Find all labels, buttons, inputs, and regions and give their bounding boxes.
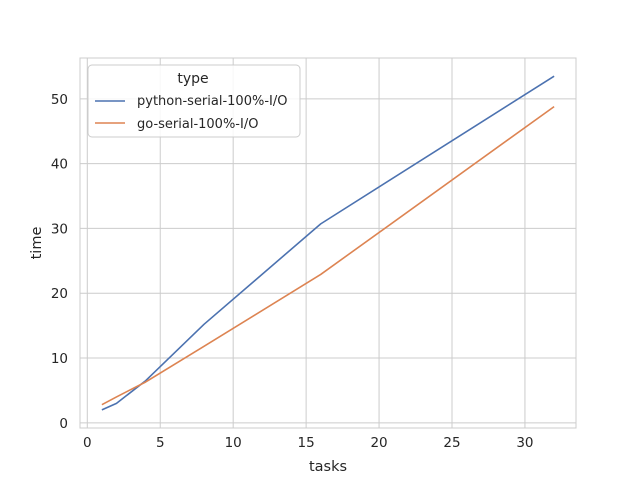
y-tick-label: 50 (51, 92, 68, 108)
legend-label-python: python-serial-100%-I/O (137, 94, 287, 109)
x-axis-label: tasks (309, 459, 347, 475)
series-layer (101, 75, 555, 411)
legend: type python-serial-100%-I/O go-serial-10… (87, 64, 301, 138)
x-tick-label: 5 (156, 435, 165, 451)
series-line-go (101, 105, 555, 406)
x-tick-label: 20 (370, 435, 387, 451)
x-tick-label: 30 (516, 435, 533, 451)
y-tick-labels: 0 10 20 30 40 50 (51, 92, 68, 432)
y-tick-label: 20 (51, 286, 68, 302)
x-tick-label: 25 (443, 435, 460, 451)
y-tick-label: 30 (51, 221, 68, 237)
plot-frame (79, 57, 577, 429)
y-axis-label: time (29, 227, 45, 260)
y-tick-label: 10 (51, 351, 68, 367)
y-tick-label: 40 (51, 157, 68, 173)
x-tick-label: 10 (225, 435, 242, 451)
series-line-python (101, 75, 555, 411)
x-tick-label: 15 (298, 435, 315, 451)
legend-title: type (177, 71, 208, 87)
x-tick-labels: 0 5 10 15 20 25 30 (83, 435, 534, 451)
legend-box (87, 64, 301, 138)
x-tick-label: 0 (83, 435, 92, 451)
y-tick-label: 0 (59, 416, 68, 432)
legend-label-go: go-serial-100%-I/O (137, 117, 258, 132)
